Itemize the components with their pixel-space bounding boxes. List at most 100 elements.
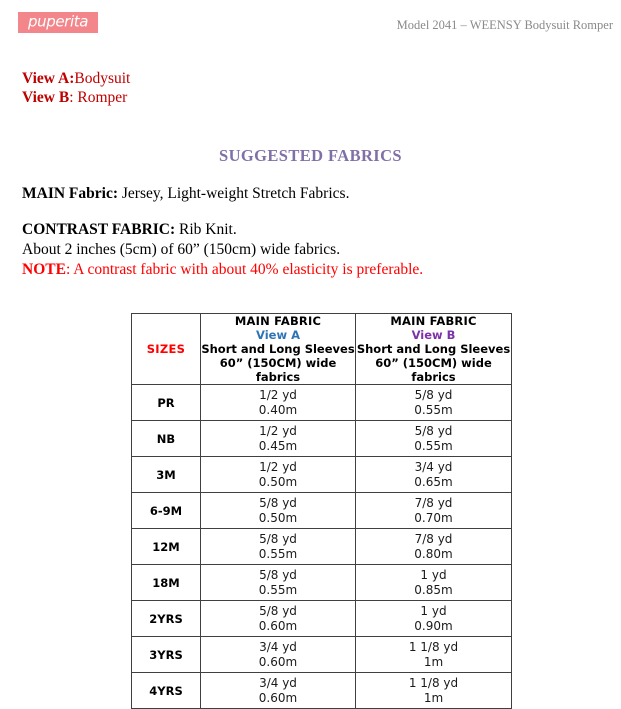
paragraph-spacer xyxy=(22,204,582,220)
table-row: 3YRS 3/4 yd 0.60m 1 1/8 yd 1m xyxy=(131,636,512,673)
a-yards: 1/2 yd xyxy=(259,387,297,402)
row-view-a-cell: 5/8 yd 0.50m xyxy=(200,492,356,529)
a-yards: 5/8 yd xyxy=(259,531,297,546)
row-view-b-cell: 5/8 yd 0.55m xyxy=(355,384,512,421)
main-fabric-value: Jersey, Light-weight Stretch Fabrics. xyxy=(118,185,350,202)
b-yards: 1 1/8 yd xyxy=(408,675,459,690)
b-yards: 3/4 yd xyxy=(414,459,453,474)
main-fabric-line: MAIN Fabric: Jersey, Light-weight Stretc… xyxy=(22,184,582,204)
size-label: 3YRS xyxy=(149,647,183,662)
row-view-a-cell: 3/4 yd 0.60m xyxy=(200,672,356,709)
size-label: 4YRS xyxy=(149,683,183,698)
b-yards: 1 1/8 yd xyxy=(408,639,459,654)
b-yards: 1 yd xyxy=(420,567,447,582)
view-b-value: : Romper xyxy=(69,89,128,106)
row-size-cell: 12M xyxy=(131,528,201,565)
b-yards: 7/8 yd xyxy=(414,495,453,510)
view-b-line: View B: Romper xyxy=(22,88,130,107)
size-label: NB xyxy=(156,431,176,446)
size-label: 6-9M xyxy=(149,503,183,518)
b-meters: 0.85m xyxy=(414,582,453,597)
view-a-value: Bodysuit xyxy=(74,70,131,87)
size-label: 3M xyxy=(156,467,176,482)
row-view-a-cell: 1/2 yd 0.50m xyxy=(200,456,356,493)
fabric-requirements-table-wrapper: SIZES MAIN FABRIC View A Short and Long … xyxy=(131,313,512,709)
table-row: 2YRS 5/8 yd 0.60m 1 yd 0.90m xyxy=(131,600,512,637)
size-label: PR xyxy=(157,395,175,410)
row-view-b-cell: 1 yd 0.90m xyxy=(355,600,512,637)
contrast-fabric-label: CONTRAST FABRIC: xyxy=(22,221,176,238)
size-label: 18M xyxy=(152,575,180,590)
row-view-b-cell: 1 1/8 yd 1m xyxy=(355,672,512,709)
a-yards: 5/8 yd xyxy=(259,603,297,618)
a-meters: 0.50m xyxy=(258,510,298,525)
b-meters: 0.55m xyxy=(414,438,453,453)
a-meters: 0.50m xyxy=(258,474,298,489)
table-row: 18M 5/8 yd 0.55m 1 yd 0.85m xyxy=(131,564,512,601)
row-size-cell: 18M xyxy=(131,564,201,601)
logo-text: puperita xyxy=(28,12,88,31)
main-fabric-label: MAIN Fabric: xyxy=(22,185,118,202)
row-view-a-cell: 5/8 yd 0.60m xyxy=(200,600,356,637)
header-a-width: 60” (150CM) wide fabrics xyxy=(219,356,337,384)
a-meters: 0.60m xyxy=(258,654,298,669)
b-meters: 1m xyxy=(423,690,444,705)
header-view-a: MAIN FABRIC View A Short and Long Sleeve… xyxy=(200,313,356,385)
header-a-main-fabric: MAIN FABRIC xyxy=(234,314,322,328)
view-list: View A:Bodysuit View B: Romper xyxy=(22,69,130,107)
row-view-b-cell: 7/8 yd 0.70m xyxy=(355,492,512,529)
table-header-row: SIZES MAIN FABRIC View A Short and Long … xyxy=(131,313,512,385)
a-meters: 0.45m xyxy=(258,438,298,453)
header-view-b: MAIN FABRIC View B Short and Long Sleeve… xyxy=(355,313,512,385)
view-a-label: View A: xyxy=(22,70,75,87)
a-meters: 0.40m xyxy=(258,402,298,417)
a-meters: 0.60m xyxy=(258,618,298,633)
row-view-b-cell: 7/8 yd 0.80m xyxy=(355,528,512,565)
b-meters: 0.65m xyxy=(414,474,453,489)
header-a-view: View A xyxy=(256,328,300,342)
row-view-a-cell: 5/8 yd 0.55m xyxy=(200,528,356,565)
note-line: NOTE: A contrast fabric with about 40% e… xyxy=(22,260,582,280)
a-yards: 1/2 yd xyxy=(259,459,297,474)
header-sizes-label: SIZES xyxy=(146,342,186,356)
table-row: 12M 5/8 yd 0.55m 7/8 yd 0.80m xyxy=(131,528,512,565)
b-meters: 1m xyxy=(423,654,444,669)
row-view-b-cell: 5/8 yd 0.55m xyxy=(355,420,512,457)
a-meters: 0.55m xyxy=(258,546,298,561)
a-yards: 5/8 yd xyxy=(259,567,297,582)
row-view-b-cell: 1 1/8 yd 1m xyxy=(355,636,512,673)
row-view-a-cell: 1/2 yd 0.40m xyxy=(200,384,356,421)
row-size-cell: 3YRS xyxy=(131,636,201,673)
page-header: puperita Model 2041 – WEENSY Bodysuit Ro… xyxy=(0,0,621,46)
a-yards: 3/4 yd xyxy=(259,675,297,690)
a-meters: 0.60m xyxy=(258,690,298,705)
note-value: : A contrast fabric with about 40% elast… xyxy=(65,261,424,278)
row-view-a-cell: 3/4 yd 0.60m xyxy=(200,636,356,673)
contrast-fabric-line: CONTRAST FABRIC: Rib Knit. xyxy=(22,220,582,240)
view-b-label: View B xyxy=(22,89,70,106)
contrast-amount-line: About 2 inches (5cm) of 60” (150cm) wide… xyxy=(22,241,341,258)
b-meters: 0.90m xyxy=(414,618,453,633)
header-b-width: 60” (150CM) wide fabrics xyxy=(375,356,492,384)
note-label: NOTE xyxy=(22,261,66,278)
b-yards: 5/8 yd xyxy=(414,387,453,402)
b-meters: 0.70m xyxy=(414,510,453,525)
b-yards: 1 yd xyxy=(420,603,447,618)
table-row: 3M 1/2 yd 0.50m 3/4 yd 0.65m xyxy=(131,456,512,493)
suggested-fabrics-title: SUGGESTED FABRICS xyxy=(219,146,402,165)
row-size-cell: 2YRS xyxy=(131,600,201,637)
header-b-sleeves: Short and Long Sleeves xyxy=(356,342,511,356)
b-meters: 0.55m xyxy=(414,402,453,417)
row-size-cell: 4YRS xyxy=(131,672,201,709)
a-yards: 1/2 yd xyxy=(259,423,297,438)
b-yards: 5/8 yd xyxy=(414,423,453,438)
b-meters: 0.80m xyxy=(414,546,453,561)
table-row: NB 1/2 yd 0.45m 5/8 yd 0.55m xyxy=(131,420,512,457)
row-view-a-cell: 5/8 yd 0.55m xyxy=(200,564,356,601)
table-row: 6-9M 5/8 yd 0.50m 7/8 yd 0.70m xyxy=(131,492,512,529)
table-row: PR 1/2 yd 0.40m 5/8 yd 0.55m xyxy=(131,384,512,421)
header-b-main-fabric: MAIN FABRIC xyxy=(390,314,477,328)
row-view-b-cell: 1 yd 0.85m xyxy=(355,564,512,601)
row-view-a-cell: 1/2 yd 0.45m xyxy=(200,420,356,457)
row-size-cell: 3M xyxy=(131,456,201,493)
